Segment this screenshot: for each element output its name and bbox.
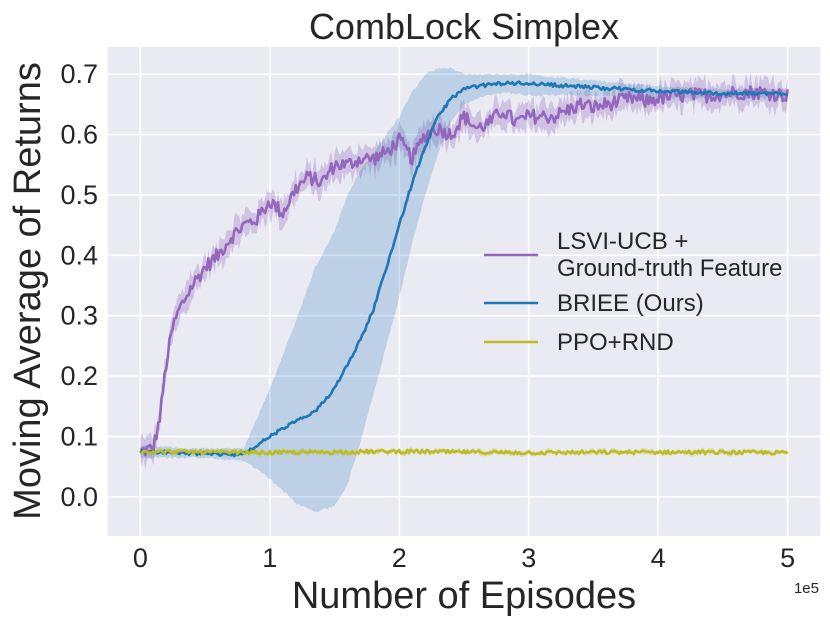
y-tick-label: 0.4: [60, 240, 98, 270]
y-tick-label: 0.1: [60, 421, 98, 451]
x-axis-multiplier: 1e5: [794, 580, 819, 597]
y-axis-title: Moving Average of Returns: [7, 62, 49, 520]
legend: LSVI-UCB +Ground-truth Feature BRIEE (Our…: [484, 228, 782, 356]
x-tick-label: 4: [651, 543, 666, 573]
series-line: [140, 448, 789, 456]
y-tick-label: 0.5: [60, 180, 98, 210]
x-tick-label: 1: [262, 543, 277, 573]
legend-label: LSVI-UCB +: [557, 228, 688, 255]
legend-label: Ground-truth Feature: [557, 255, 782, 282]
x-tick-label: 2: [392, 543, 407, 573]
series-lines: [139, 80, 789, 458]
legend-label: PPO+RND: [557, 329, 674, 356]
series-band: [140, 67, 788, 512]
x-tick-label: 0: [133, 543, 148, 573]
x-axis-title: Number of Episodes: [292, 575, 636, 617]
y-tick-label: 0.6: [60, 120, 98, 150]
y-tick-label: 0.3: [60, 301, 98, 331]
legend-label: BRIEE (Ours): [557, 290, 704, 317]
x-tick-labels: 0 1 2 3 4 5: [133, 543, 795, 573]
y-tick-labels: 0.0 0.1 0.2 0.3 0.4 0.5 0.6 0.7: [60, 59, 98, 512]
x-tick-label: 3: [521, 543, 536, 573]
y-tick-label: 0.2: [60, 361, 98, 391]
y-tick-label: 0.0: [60, 482, 98, 512]
gridlines: [108, 47, 820, 536]
chart-title: CombLock Simplex: [309, 6, 619, 47]
x-tick-label: 5: [780, 543, 795, 573]
y-tick-label: 0.7: [60, 59, 98, 89]
